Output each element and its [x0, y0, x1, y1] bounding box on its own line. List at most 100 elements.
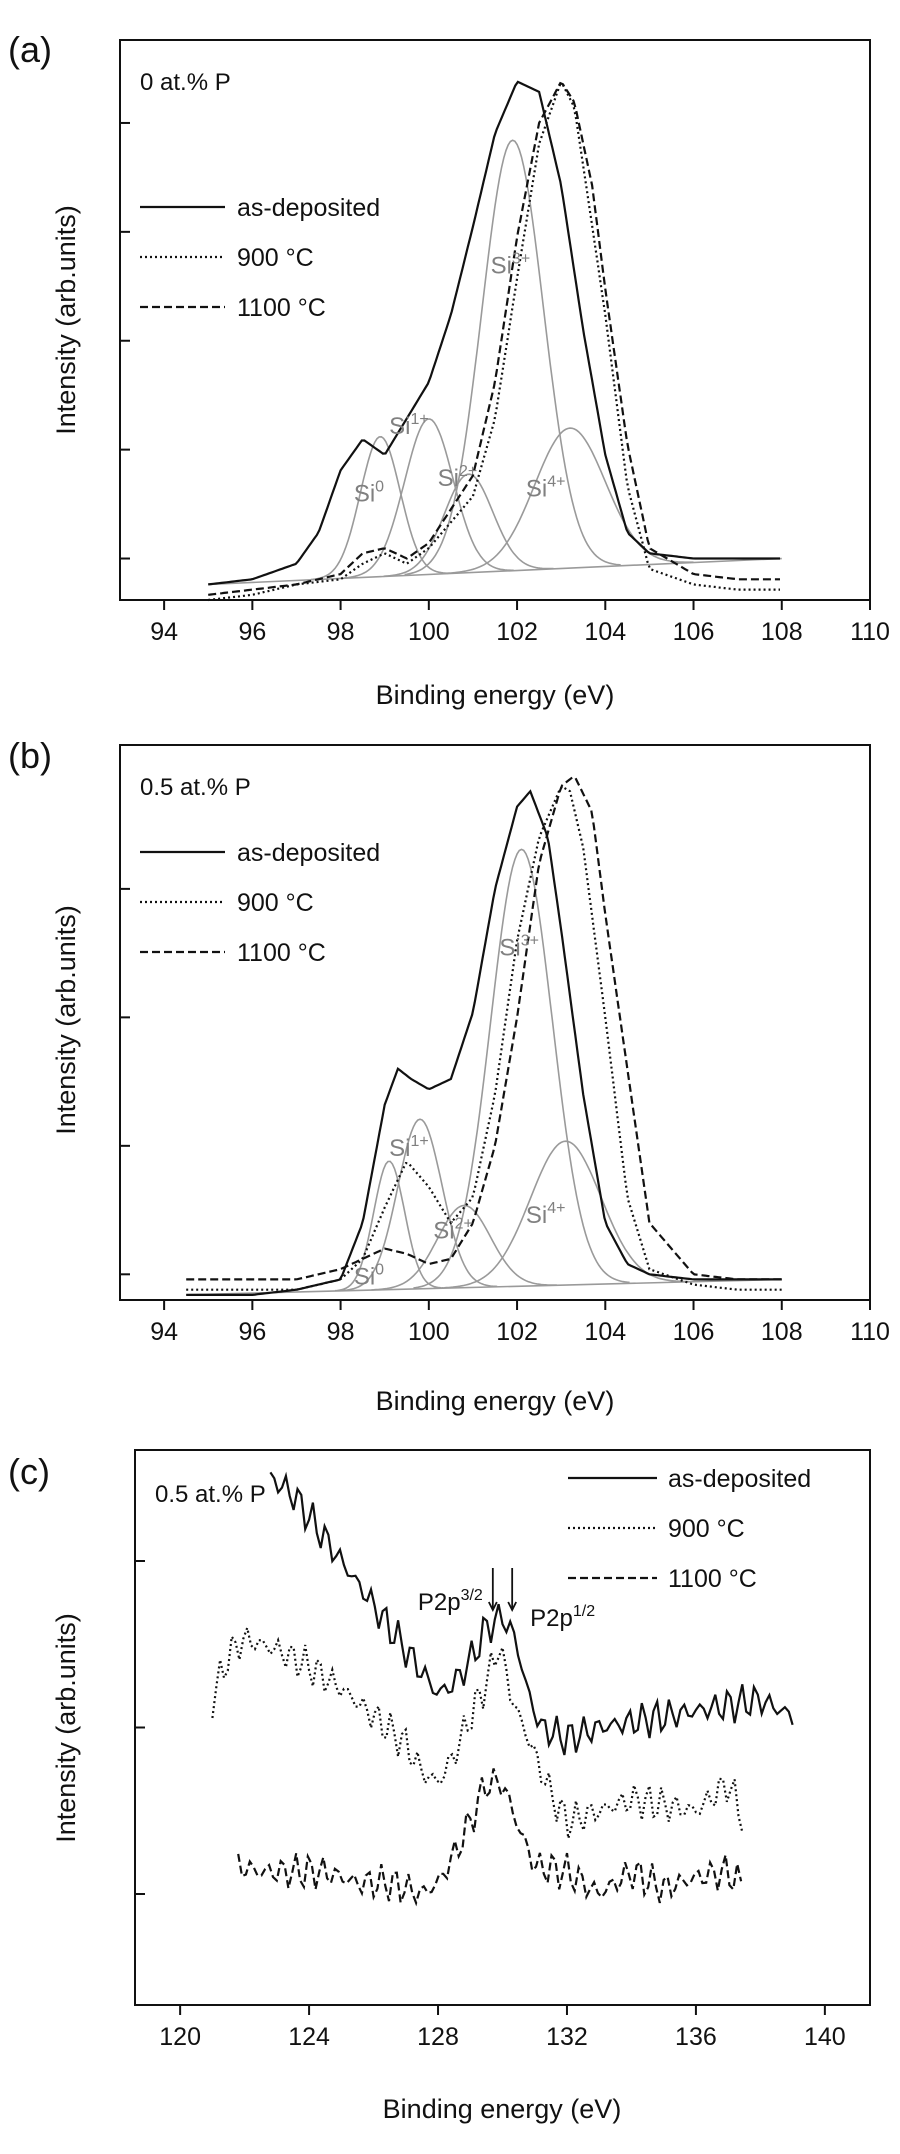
panel-b-x-ticks: 94 96 98 100 102 104 106 108 110 [150, 1300, 890, 1346]
x-tick-label: 106 [673, 618, 715, 646]
fit-component-si-0 [310, 435, 450, 581]
series-dashed-line [186, 776, 782, 1281]
x-tick-label: 94 [150, 618, 178, 646]
x-tick-label: 102 [496, 1318, 538, 1346]
panel-b-series [186, 776, 782, 1297]
panel-b-legend: as-deposited 900 °C 1100 °C [140, 839, 380, 967]
x-tick-label: 100 [408, 618, 450, 646]
x-tick-label: 136 [675, 2023, 717, 2051]
x-tick-label: 96 [238, 618, 266, 646]
x-tick-label: 100 [408, 1318, 450, 1346]
panel-a-x-axis-title: Binding energy (eV) [376, 680, 615, 710]
peak-arrowhead [507, 1601, 517, 1613]
fit-component-si-2plus [383, 473, 554, 578]
peak-label-si-2plus: Si2+ [433, 1215, 473, 1244]
x-tick-label: 108 [761, 618, 803, 646]
legend-1100-label: 1100 °C [237, 294, 326, 322]
legend-as-deposited-label: as-deposited [668, 1465, 811, 1493]
panel-a-annotation: 0 at.% P [140, 69, 231, 96]
panel-c-annotation: 0.5 at.% P [155, 1481, 266, 1508]
x-tick-label: 124 [288, 2023, 330, 2051]
panel-c-plot-frame [134, 1449, 871, 2006]
panel-a: (a) 0 at.% P 94 96 98 100 102 104 106 108 110 Si… [8, 29, 890, 710]
panel-c-y-ticks [135, 1560, 145, 1895]
legend-as-deposited-label: as-deposited [237, 839, 380, 867]
peak-label-p2p: P2p1/2 [530, 1603, 595, 1632]
x-tick-label: 98 [327, 1318, 355, 1346]
panel-a-letter: (a) [8, 29, 52, 70]
x-tick-label: 98 [327, 618, 355, 646]
x-tick-label: 104 [584, 618, 626, 646]
x-tick-label: 132 [546, 2023, 588, 2051]
panel-c-letter: (c) [8, 1451, 50, 1492]
panel-a-y-ticks [120, 121, 130, 560]
legend-900-label: 900 °C [668, 1515, 745, 1543]
x-tick-label: 102 [496, 618, 538, 646]
x-tick-label: 110 [850, 1318, 890, 1346]
series-solid-line [186, 789, 782, 1297]
fit-component-si-0 [335, 1160, 444, 1292]
peak-label-si-4plus: Si4+ [526, 1200, 566, 1229]
fit-component-si-3plus [413, 848, 630, 1289]
panel-a-fit-components [208, 139, 782, 586]
panel-c-legend: as-deposited 900 °C 1100 °C [568, 1465, 811, 1593]
legend-as-deposited-label: as-deposited [237, 194, 380, 222]
fit-component-si-4plus [442, 1140, 690, 1289]
panel-a-peak-labels: Si0 Si1+ Si2+ Si3+ Si4+ [354, 250, 566, 507]
series-dashed-line [237, 1768, 743, 1907]
x-tick-label: 108 [761, 1318, 803, 1346]
legend-900-label: 900 °C [237, 889, 314, 917]
fit-baseline [208, 557, 782, 586]
series-dashed-line [208, 81, 780, 596]
peak-label-si-1plus: Si1+ [389, 411, 429, 440]
peak-label-p2p: P2p3/2 [418, 1587, 483, 1616]
peak-label-si-0: Si0 [354, 478, 384, 507]
series-dotted-line [211, 1623, 744, 1839]
fit-component-si-1plus [342, 1118, 498, 1292]
fit-component-si-1plus [343, 418, 514, 579]
panel-a-plot-frame [119, 39, 871, 601]
panel-b: (b) 0.5 at.% P 94 96 98 100 102 104 106 108 110 … [8, 735, 890, 1416]
panel-a-y-axis-title: Intensity (arb.units) [51, 205, 81, 435]
peak-label-si-2plus: Si2+ [438, 463, 478, 492]
peak-arrowhead [488, 1601, 498, 1613]
fit-component-si-3plus [404, 139, 621, 576]
panel-c-x-axis-title: Binding energy (eV) [383, 2094, 622, 2124]
legend-900-label: 900 °C [237, 244, 314, 272]
legend-1100-label: 1100 °C [668, 1565, 757, 1593]
panel-a-x-ticks: 94 96 98 100 102 104 106 108 110 [150, 600, 890, 646]
series-solid-line [269, 1471, 794, 1756]
fit-component-si-2plus [371, 1204, 557, 1291]
panel-b-annotation: 0.5 at.% P [140, 774, 251, 801]
x-tick-label: 104 [584, 1318, 626, 1346]
panel-c-series [211, 1471, 794, 1907]
fit-component-si-4plus [446, 427, 694, 575]
x-tick-label: 110 [850, 618, 890, 646]
peak-label-si-3plus: Si3+ [499, 933, 539, 962]
panel-b-y-axis-title: Intensity (arb.units) [51, 905, 81, 1135]
x-tick-label: 128 [417, 2023, 459, 2051]
peak-label-si-1plus: Si1+ [389, 1133, 429, 1162]
x-tick-label: 94 [150, 1318, 178, 1346]
panel-b-plot-frame [119, 744, 871, 1301]
panel-a-series [208, 80, 780, 602]
peak-label-si-4plus: Si4+ [526, 473, 566, 502]
panel-c: (c) 0.5 at.% P 120 124 128 132 136 140 as-dep… [8, 1449, 871, 2124]
x-tick-label: 96 [238, 1318, 266, 1346]
peak-label-si-3plus: Si3+ [491, 250, 531, 279]
panel-c-y-axis-title: Intensity (arb.units) [51, 1613, 81, 1843]
x-tick-label: 140 [804, 2023, 846, 2051]
panel-b-letter: (b) [8, 735, 52, 776]
series-dotted-line [208, 82, 780, 602]
x-tick-label: 120 [159, 2023, 201, 2051]
peak-label-si-0: Si0 [354, 1262, 384, 1291]
x-tick-label: 106 [673, 1318, 715, 1346]
panel-c-x-ticks: 120 124 128 132 136 140 [159, 2005, 846, 2051]
series-solid-line [208, 80, 780, 586]
series-dotted-line [186, 785, 782, 1291]
legend-1100-label: 1100 °C [237, 939, 326, 967]
panel-a-legend: as-deposited 900 °C 1100 °C [140, 194, 380, 322]
panel-b-y-ticks [120, 887, 130, 1276]
panel-b-x-axis-title: Binding energy (eV) [376, 1386, 615, 1416]
